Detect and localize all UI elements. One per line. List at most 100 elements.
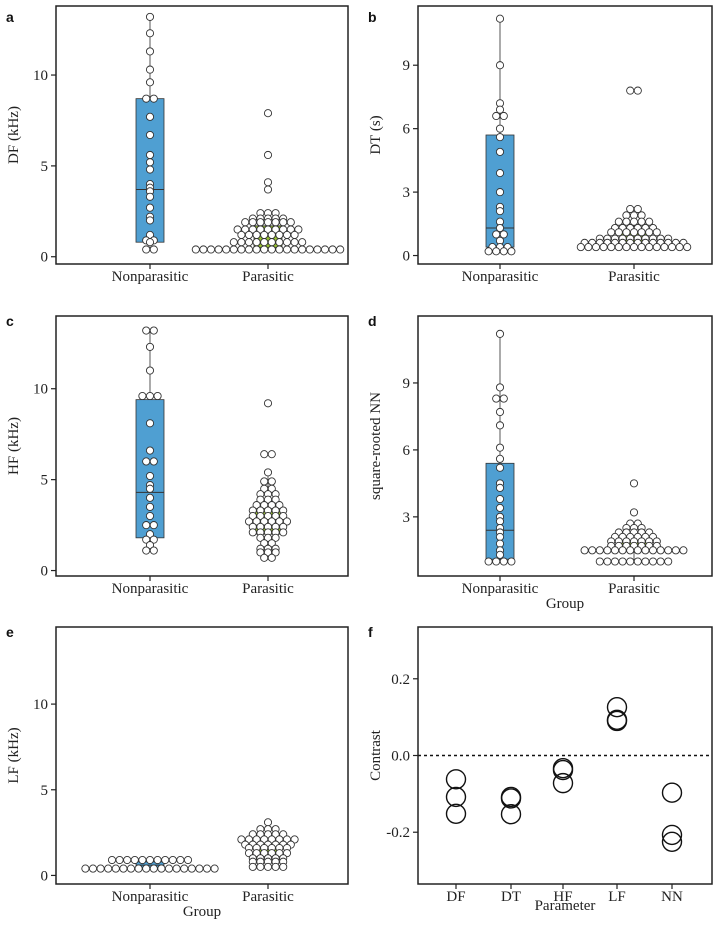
data-point bbox=[263, 109, 273, 118]
data-point bbox=[610, 546, 620, 555]
data-point bbox=[495, 483, 505, 492]
contrast-point bbox=[606, 710, 628, 732]
data-point bbox=[260, 477, 269, 486]
y-tick-label: 0 bbox=[41, 250, 49, 266]
data-point bbox=[603, 557, 612, 566]
panel-b: b 0 3 6 9 DT (s) Nonparasitic Parasitic bbox=[368, 5, 713, 285]
plot-frame bbox=[417, 5, 713, 265]
data-point bbox=[202, 864, 212, 873]
data-point bbox=[145, 47, 155, 56]
data-point bbox=[263, 468, 273, 477]
y-axis-label: DF (kHz) bbox=[6, 106, 22, 164]
data-point bbox=[495, 383, 505, 392]
y-axis-label: LF (kHz) bbox=[6, 727, 22, 783]
data-point bbox=[260, 450, 269, 459]
data-point bbox=[210, 864, 219, 873]
data-point bbox=[145, 78, 155, 87]
data-point bbox=[153, 391, 162, 401]
contrast-point bbox=[661, 831, 683, 853]
data-point bbox=[111, 864, 120, 873]
data-point bbox=[260, 230, 269, 239]
data-point bbox=[104, 864, 113, 873]
data-point bbox=[271, 495, 280, 504]
data-point bbox=[126, 864, 136, 873]
data-point bbox=[637, 243, 646, 252]
data-point bbox=[495, 503, 505, 512]
data-point bbox=[656, 546, 665, 555]
data-point bbox=[629, 508, 639, 517]
y-tick-label: 0 bbox=[41, 564, 49, 580]
data-point bbox=[138, 391, 147, 401]
y-axis-label: square-rooted NN bbox=[368, 392, 384, 500]
data-point bbox=[271, 218, 280, 227]
plot-frame bbox=[417, 315, 713, 577]
data-point bbox=[149, 326, 158, 335]
data-point bbox=[495, 443, 505, 452]
contrast-point bbox=[500, 786, 522, 808]
contrast-point bbox=[552, 757, 574, 779]
panel-letter: b bbox=[368, 9, 377, 25]
data-point bbox=[168, 855, 177, 865]
data-point bbox=[633, 204, 642, 214]
data-point bbox=[495, 169, 505, 178]
x-tick-label: DF bbox=[446, 889, 465, 905]
data-point bbox=[260, 553, 269, 562]
data-point bbox=[145, 366, 155, 375]
data-point bbox=[492, 247, 501, 256]
data-point bbox=[267, 450, 276, 459]
contrast-point bbox=[445, 769, 467, 790]
data-point bbox=[641, 557, 650, 566]
data-point bbox=[149, 535, 158, 544]
data-point bbox=[81, 864, 90, 873]
data-point bbox=[633, 86, 642, 95]
data-point bbox=[161, 855, 170, 865]
data-point bbox=[595, 557, 604, 566]
data-point bbox=[484, 247, 493, 256]
y-tick-label: 9 bbox=[403, 58, 411, 74]
y-tick-label: 6 bbox=[403, 122, 411, 138]
data-point bbox=[149, 457, 158, 466]
data-point bbox=[499, 394, 508, 403]
data-point bbox=[119, 864, 128, 873]
data-point bbox=[145, 29, 155, 38]
contrast-point bbox=[552, 772, 574, 794]
data-point bbox=[675, 243, 684, 252]
data-point bbox=[248, 862, 257, 871]
data-point bbox=[164, 864, 174, 873]
data-point bbox=[495, 463, 505, 472]
panel-letter: f bbox=[368, 624, 373, 640]
data-point bbox=[142, 521, 151, 530]
y-tick-label: 5 bbox=[41, 783, 49, 799]
data-point bbox=[495, 407, 505, 417]
data-point bbox=[214, 245, 223, 254]
data-point bbox=[507, 557, 516, 566]
data-point bbox=[206, 245, 216, 254]
data-point bbox=[305, 245, 314, 254]
data-point bbox=[149, 94, 158, 103]
data-point bbox=[271, 862, 280, 871]
data-point bbox=[267, 230, 276, 239]
data-point bbox=[157, 864, 166, 873]
data-point bbox=[149, 546, 158, 555]
data-point bbox=[495, 105, 505, 114]
contrast-point bbox=[445, 803, 467, 825]
data-point bbox=[271, 548, 280, 557]
data-point bbox=[115, 855, 124, 865]
data-point bbox=[641, 546, 650, 555]
data-point bbox=[275, 230, 284, 239]
data-point bbox=[588, 546, 597, 555]
data-point bbox=[145, 502, 155, 511]
data-point bbox=[96, 864, 105, 873]
data-point bbox=[614, 243, 623, 252]
data-point bbox=[492, 557, 501, 566]
data-point bbox=[618, 557, 627, 566]
data-point bbox=[495, 550, 505, 559]
data-point bbox=[256, 862, 265, 871]
data-point bbox=[130, 855, 139, 865]
data-point bbox=[237, 238, 246, 247]
data-point bbox=[142, 864, 151, 873]
data-point bbox=[282, 230, 292, 239]
data-point bbox=[336, 245, 345, 254]
data-point bbox=[252, 238, 261, 247]
data-point bbox=[499, 557, 508, 566]
